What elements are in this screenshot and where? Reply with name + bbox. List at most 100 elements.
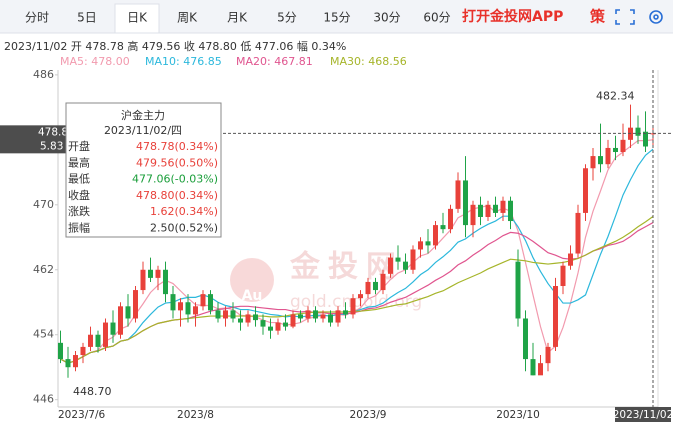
- watermark: Au 金投网 gold.cngold.org: [230, 250, 422, 312]
- candle-body: [320, 314, 326, 319]
- tab[interactable]: 周K: [177, 11, 198, 25]
- candle-body: [305, 310, 311, 319]
- candle-body: [245, 314, 251, 323]
- y-tick-label: 462: [33, 263, 54, 276]
- candle-body: [118, 306, 123, 335]
- tooltip-date: 2023/11/02/四: [104, 124, 182, 137]
- candle-body: [358, 294, 363, 299]
- candle-body: [283, 322, 288, 327]
- candle-body: [230, 310, 236, 319]
- candle-body: [380, 273, 386, 291]
- y-tick-label: 446: [33, 393, 54, 406]
- candle-body: [73, 355, 78, 368]
- candle-body: [635, 127, 641, 136]
- candle-body: [538, 363, 543, 376]
- candle-body: [65, 359, 71, 368]
- candle-body: [208, 294, 213, 311]
- tooltip: [65, 102, 222, 238]
- tooltip-label: 最低: [68, 173, 90, 186]
- candle-body: [185, 302, 191, 315]
- candle-body: [335, 310, 341, 323]
- candle-body: [478, 204, 483, 217]
- candle-body: [178, 302, 183, 311]
- x-tick-label: 2023/10: [496, 409, 540, 421]
- candle-body: [470, 204, 476, 226]
- tab[interactable]: 60分: [423, 11, 450, 25]
- x-crosshair-box: [615, 407, 671, 422]
- crosshair-change: 5.83: [40, 140, 63, 152]
- candle-body: [515, 261, 521, 319]
- candle-body: [253, 314, 258, 321]
- gear-hub: [653, 14, 659, 20]
- candle-body: [260, 320, 266, 327]
- tab[interactable]: 30分: [373, 11, 400, 25]
- strategy-button[interactable]: 策: [589, 8, 606, 26]
- tab[interactable]: 日K: [127, 11, 148, 25]
- candle-body: [463, 180, 468, 226]
- app-link[interactable]: 打开金投网APP: [462, 8, 563, 25]
- candle-body: [163, 269, 168, 295]
- tab[interactable]: 分时: [25, 11, 49, 25]
- candle-body: [58, 342, 63, 360]
- tab[interactable]: 月K: [227, 11, 248, 25]
- candle-body: [455, 180, 461, 209]
- tab[interactable]: 15分: [323, 11, 350, 25]
- candle-body: [440, 225, 446, 230]
- expand-icon[interactable]: [615, 9, 635, 25]
- candle-body: [365, 281, 371, 295]
- settings-icon[interactable]: [649, 10, 663, 24]
- crosshair-y-box: [0, 125, 66, 154]
- candle-body: [268, 326, 273, 331]
- quote-line: 2023/11/02 开 478.78 高 479.56 收 478.80 低 …: [4, 39, 346, 53]
- candle-body: [125, 306, 131, 319]
- x-tick-label: 2023/8: [177, 409, 214, 421]
- tooltip-label: 振幅: [68, 221, 90, 235]
- candle-body: [568, 253, 573, 266]
- candle-body: [343, 310, 348, 315]
- candle-body: [500, 200, 506, 213]
- candle-body: [388, 257, 393, 274]
- expand-shape: [615, 9, 635, 25]
- candle-body: [110, 322, 116, 335]
- candle-body: [605, 147, 611, 165]
- candle-body: [223, 310, 228, 319]
- tab[interactable]: 5分: [277, 11, 297, 25]
- tooltip-label: 开盘: [68, 139, 90, 153]
- candle-body: [155, 269, 161, 278]
- watermark-logo-bg: [230, 258, 274, 302]
- candle-body: [485, 204, 491, 217]
- x-tick-label: 2023/7/6: [58, 409, 105, 421]
- candle-body: [545, 346, 551, 364]
- candle-body: [103, 322, 108, 347]
- candle-body: [643, 131, 648, 147]
- candle-body: [433, 225, 438, 246]
- candle-body: [200, 294, 206, 307]
- gear-ring: [649, 10, 663, 24]
- candle-body: [583, 168, 588, 213]
- legend-entry: MA5: 478.00: [60, 55, 130, 68]
- tooltip-label: 涨跌: [68, 204, 90, 218]
- candle-body: [95, 334, 101, 347]
- candle-body: [448, 208, 453, 230]
- tooltip-value: 479.56(0.50%): [136, 156, 218, 169]
- candle-body: [238, 318, 243, 323]
- candle-body: [403, 261, 408, 270]
- candle-body: [80, 346, 86, 356]
- candle-body: [133, 290, 138, 319]
- candle-body: [170, 294, 176, 311]
- candle-body: [373, 281, 378, 291]
- candle-body: [275, 322, 281, 331]
- candle-body: [508, 200, 513, 222]
- candle-body: [140, 269, 146, 291]
- candle-body: [493, 204, 498, 213]
- tab[interactable]: 5日: [77, 11, 97, 25]
- candle-body: [620, 139, 626, 153]
- candle-body: [395, 257, 401, 262]
- candle-body: [350, 298, 356, 315]
- candle-body: [88, 334, 93, 347]
- tooltip-value: 2.50(0.52%): [150, 222, 218, 235]
- candle-body: [298, 314, 303, 319]
- tooltip-value: 478.78(0.34%): [136, 140, 218, 153]
- candle-body: [560, 265, 566, 287]
